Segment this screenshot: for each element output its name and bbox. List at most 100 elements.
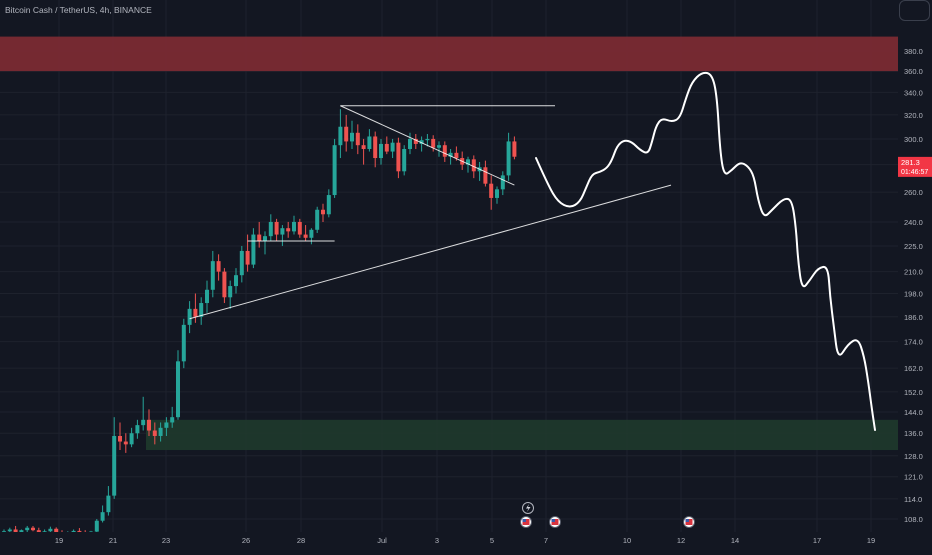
candle [94,519,99,534]
time-tick-label: Jul [377,536,387,545]
symbol-title: Bitcoin Cash / TetherUS, 4h, BINANCE [5,5,152,15]
candle-body [170,417,175,423]
current-price-badge [898,156,932,177]
candle-body [483,167,488,184]
candle-body [54,528,59,534]
candle [326,189,331,218]
candle [361,138,366,165]
price-tick-label: 360.0 [904,67,923,76]
time-tick-label: 10 [623,536,631,545]
candle-body [384,143,389,152]
candle-body [326,195,331,215]
candle-body [210,261,215,290]
candle [158,422,163,442]
candle-body [48,528,53,532]
candle [100,505,105,523]
candle-body [350,132,354,142]
candle-body [77,530,82,532]
candle [152,422,157,445]
candle [228,280,233,309]
candle-body [25,527,30,531]
candle-body [118,435,122,442]
candle [402,145,407,176]
candle [321,203,325,222]
candle-body [442,145,447,157]
price-tick-label: 136.0 [904,429,923,438]
candle [263,231,267,255]
event-markers[interactable] [520,502,695,528]
chart-menu-button[interactable] [899,0,930,21]
price-tick-label: 225.0 [904,242,923,251]
candle [413,134,418,149]
price-tick-label: 186.0 [904,313,923,322]
candle-body [274,221,279,235]
price-axis[interactable]: 108.0 114.0 121.0 128.0 136.0 144.0 152.0 162.0… [898,0,932,550]
candle-body [7,529,12,532]
trend-line [189,184,672,320]
candle [222,268,227,304]
candle-body [495,189,499,198]
candle-body [413,138,418,144]
candle-body [315,209,320,230]
support-zone [146,419,898,451]
candle [448,148,453,165]
candle [367,129,372,152]
candle-body [112,435,117,496]
candle-body [205,289,209,304]
candle-body [338,126,343,146]
candle-body [158,427,163,436]
candle [315,206,320,233]
candle [106,486,111,516]
price-axis-bg [898,0,932,550]
candle-body [466,159,470,165]
candle-body [367,136,372,149]
time-tick-label: 12 [677,536,685,545]
candle [390,138,395,159]
candle [483,160,488,187]
price-tick-label: 340.0 [904,88,923,97]
candle [355,124,360,155]
candle-body [506,141,511,176]
candle [48,526,53,534]
candle [181,318,186,369]
candle-body [373,136,378,159]
candle [292,215,296,235]
candle-body [332,145,337,196]
candle [123,433,128,453]
us-flag-icon [683,516,695,528]
drawings [189,71,876,431]
candle-body [199,303,204,317]
candle-body [13,529,18,534]
lightning-bolt [526,504,531,512]
candle [344,114,349,152]
candle-body [228,286,233,298]
candle-body [135,425,140,434]
price-zones [0,36,898,451]
candle [425,134,430,147]
candle-body [36,530,41,534]
price-tick-label: 300.0 [904,135,923,144]
candle [303,225,308,242]
candle [350,120,354,149]
time-tick-label: 28 [297,536,305,545]
candle [431,135,436,152]
candle [489,175,494,210]
candle-body [245,250,250,265]
candle-body [257,234,262,242]
candle [373,131,378,168]
time-tick-label: 5 [490,536,494,545]
candle-body [419,140,424,144]
us-flag-icon [520,516,532,528]
candle-body [222,271,227,298]
time-axis[interactable]: 19 21 23 26 28 Jul 3 5 7 10 12 14 17 19 [0,532,932,550]
candle-body [129,433,134,445]
candle-body [402,148,407,172]
candle-body [512,141,517,157]
time-tick-label: 19 [867,536,875,545]
price-tick-label: 152.0 [904,388,923,397]
candle [257,221,262,248]
time-tick-label: 14 [731,536,739,545]
price-tick-label: 380.0 [904,47,923,56]
